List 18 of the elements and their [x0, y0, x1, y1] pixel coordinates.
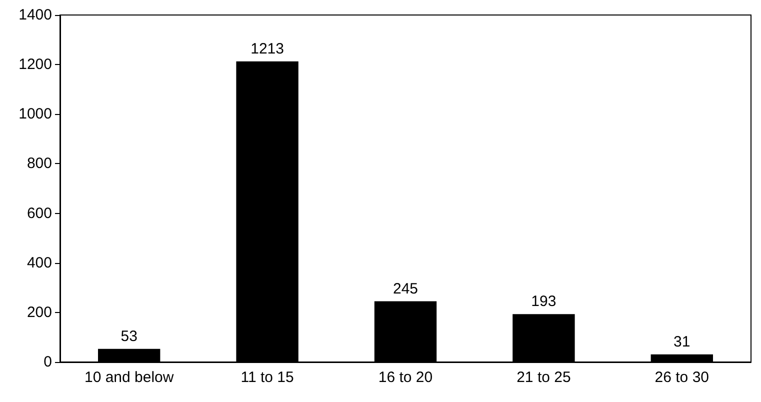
x-tick-label: 11 to 15	[240, 369, 294, 386]
y-tick-label: 0	[44, 354, 52, 370]
y-tick-label: 600	[26, 204, 52, 222]
data-label: 1213	[250, 40, 284, 58]
data-label: 193	[531, 293, 556, 310]
y-tick-label: 800	[26, 155, 52, 172]
x-tick-label: 26 to 30	[654, 369, 710, 386]
data-label: 53	[120, 328, 138, 345]
y-tick-label: 200	[26, 304, 52, 321]
y-tick-label: 1200	[18, 56, 52, 74]
data-label: 245	[392, 280, 418, 298]
y-tick-label: 400	[26, 254, 52, 272]
y-tick-label: 1400	[18, 6, 52, 24]
x-tick-label: 16 to 20	[378, 369, 433, 386]
x-tick-label: 21 to 25	[516, 369, 571, 386]
x-tick-label: 10 and below	[84, 369, 174, 386]
data-label: 31	[674, 333, 690, 350]
y-tick-label: 1000	[18, 106, 52, 123]
